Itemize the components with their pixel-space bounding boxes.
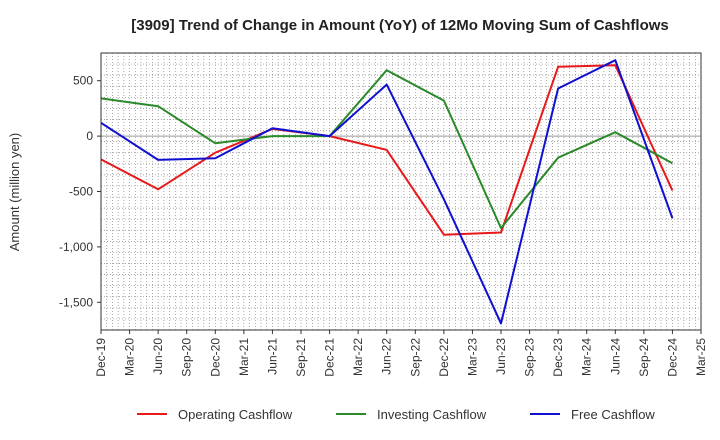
- x-tick-label: Jun-22: [380, 338, 394, 375]
- y-tick-label: -500: [69, 185, 93, 199]
- x-tick-label: Dec-21: [323, 338, 337, 377]
- x-tick-label: Sep-22: [408, 338, 422, 377]
- legend-label: Operating Cashflow: [178, 407, 293, 422]
- x-tick-label: Jun-20: [151, 338, 165, 375]
- x-tick-label: Jun-24: [608, 338, 622, 375]
- y-axis-label: Amount (million yen): [7, 133, 22, 252]
- x-tick-label: Mar-21: [237, 338, 251, 376]
- legend-label: Free Cashflow: [571, 407, 655, 422]
- x-tick-label: Jun-23: [494, 338, 508, 375]
- y-tick-label: -1,000: [59, 240, 93, 254]
- x-axis: Dec-19 Mar-20 Jun-20 Sep-20 Dec-20 Mar-21 Jun-…: [94, 330, 708, 377]
- x-tick-label: Sep-23: [523, 338, 537, 377]
- y-tick-label: 500: [73, 74, 93, 88]
- x-tick-label: Dec-19: [94, 338, 108, 377]
- x-tick-label: Sep-21: [294, 338, 308, 377]
- series-line-investing-cashflow: [100, 69, 673, 230]
- x-tick-label: Sep-24: [637, 338, 651, 377]
- x-tick-label: Mar-20: [123, 338, 137, 376]
- y-tick-label: -1,500: [59, 295, 93, 309]
- x-tick-label: Dec-22: [437, 338, 451, 377]
- x-tick-label: Jun-21: [265, 338, 279, 375]
- x-tick-label: Mar-22: [351, 338, 365, 376]
- x-tick-label: Dec-24: [665, 338, 679, 377]
- series-layer: [100, 59, 674, 325]
- plot-area: [101, 53, 701, 330]
- series-line-free-cashflow: [100, 59, 674, 325]
- y-axis: 500 0 -500 -1,000 -1,500: [59, 74, 101, 309]
- x-tick-label: Dec-20: [208, 338, 222, 377]
- x-tick-label: Mar-23: [465, 338, 479, 376]
- x-tick-label: Mar-25: [694, 338, 708, 376]
- legend-label: Investing Cashflow: [377, 407, 487, 422]
- legend: Operating Cashflow Investing Cashflow Free…: [137, 407, 655, 422]
- x-tick-label: Sep-20: [180, 338, 194, 377]
- x-tick-label: Mar-24: [580, 338, 594, 376]
- x-tick-label: Dec-23: [551, 338, 565, 377]
- chart-title: [3909] Trend of Change in Amount (YoY) o…: [131, 17, 669, 34]
- series-line-operating-cashflow: [100, 64, 674, 236]
- y-tick-label: 0: [86, 129, 93, 143]
- grid-lines: [101, 53, 701, 330]
